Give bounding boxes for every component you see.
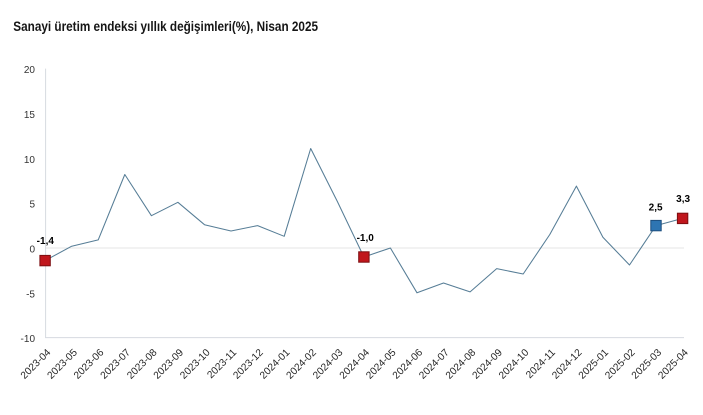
svg-text:-1,0: -1,0: [357, 233, 375, 244]
svg-text:Sanayi üretim endeksi yıllık d: Sanayi üretim endeksi yıllık değişimleri…: [13, 18, 318, 34]
svg-text:-5: -5: [26, 289, 35, 300]
svg-text:-1,4: -1,4: [37, 236, 55, 247]
svg-text:2025-04: 2025-04: [657, 347, 691, 381]
svg-text:2,5: 2,5: [649, 203, 663, 214]
svg-text:15: 15: [24, 110, 36, 121]
svg-text:0: 0: [29, 245, 35, 256]
svg-text:3,3: 3,3: [676, 194, 690, 205]
svg-text:5: 5: [29, 200, 35, 211]
svg-text:10: 10: [24, 155, 36, 166]
svg-text:-10: -10: [21, 334, 36, 345]
svg-text:20: 20: [24, 65, 36, 76]
